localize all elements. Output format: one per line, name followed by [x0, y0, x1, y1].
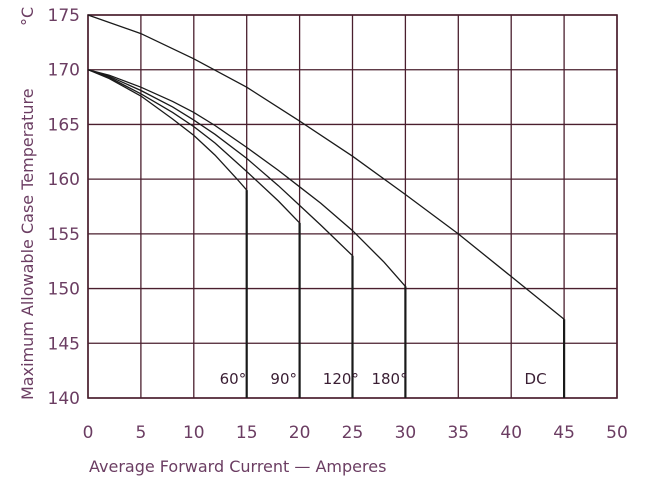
- x-tick-label: 10: [183, 423, 205, 443]
- y-axis-title-group: Maximum Allowable Case Temperature: [18, 88, 37, 400]
- y-axis-ticks: 140 145 150 155 160 165 170 175: [48, 6, 80, 409]
- series-curve: [87, 14, 565, 320]
- series-label: 60°: [220, 370, 247, 388]
- y-tick-label: 165: [48, 115, 80, 135]
- x-tick-label: 35: [447, 423, 469, 443]
- y-axis-unit-group: °C: [18, 7, 37, 26]
- series-curve: [87, 69, 248, 191]
- x-tick-label: 15: [236, 423, 258, 443]
- series-curve: [87, 69, 301, 224]
- y-axis-title: Maximum Allowable Case Temperature: [18, 88, 37, 400]
- x-tick-label: 5: [135, 423, 146, 443]
- y-tick-label: 150: [48, 280, 80, 300]
- x-tick-label: 20: [289, 423, 311, 443]
- x-axis-title: Average Forward Current — Amperes: [89, 457, 386, 476]
- series-curve: [87, 69, 406, 287]
- series-curve: [87, 69, 353, 257]
- x-tick-label: 45: [553, 423, 575, 443]
- series-label: DC: [525, 370, 547, 388]
- x-axis-ticks: 0 5 10 15 20 25 30 35 40 45 50: [83, 423, 628, 443]
- y-axis-unit: °C: [18, 7, 37, 26]
- y-tick-label: 160: [48, 170, 80, 190]
- x-tick-label: 40: [500, 423, 522, 443]
- x-tick-label: 25: [342, 423, 364, 443]
- y-tick-label: 140: [48, 389, 80, 409]
- y-tick-label: 145: [48, 334, 80, 354]
- x-tick-label: 50: [606, 423, 628, 443]
- series-label: 180°: [371, 370, 407, 388]
- y-tick-label: 175: [48, 6, 80, 26]
- series-labels: 60° 90° 120° 180° DC: [220, 370, 547, 388]
- series-label: 120°: [323, 370, 359, 388]
- y-tick-label: 155: [48, 225, 80, 245]
- y-tick-label: 170: [48, 61, 80, 81]
- x-tick-label: 30: [395, 423, 417, 443]
- x-tick-label: 0: [83, 423, 94, 443]
- series-label: 90°: [270, 370, 297, 388]
- series-curves: [87, 14, 566, 398]
